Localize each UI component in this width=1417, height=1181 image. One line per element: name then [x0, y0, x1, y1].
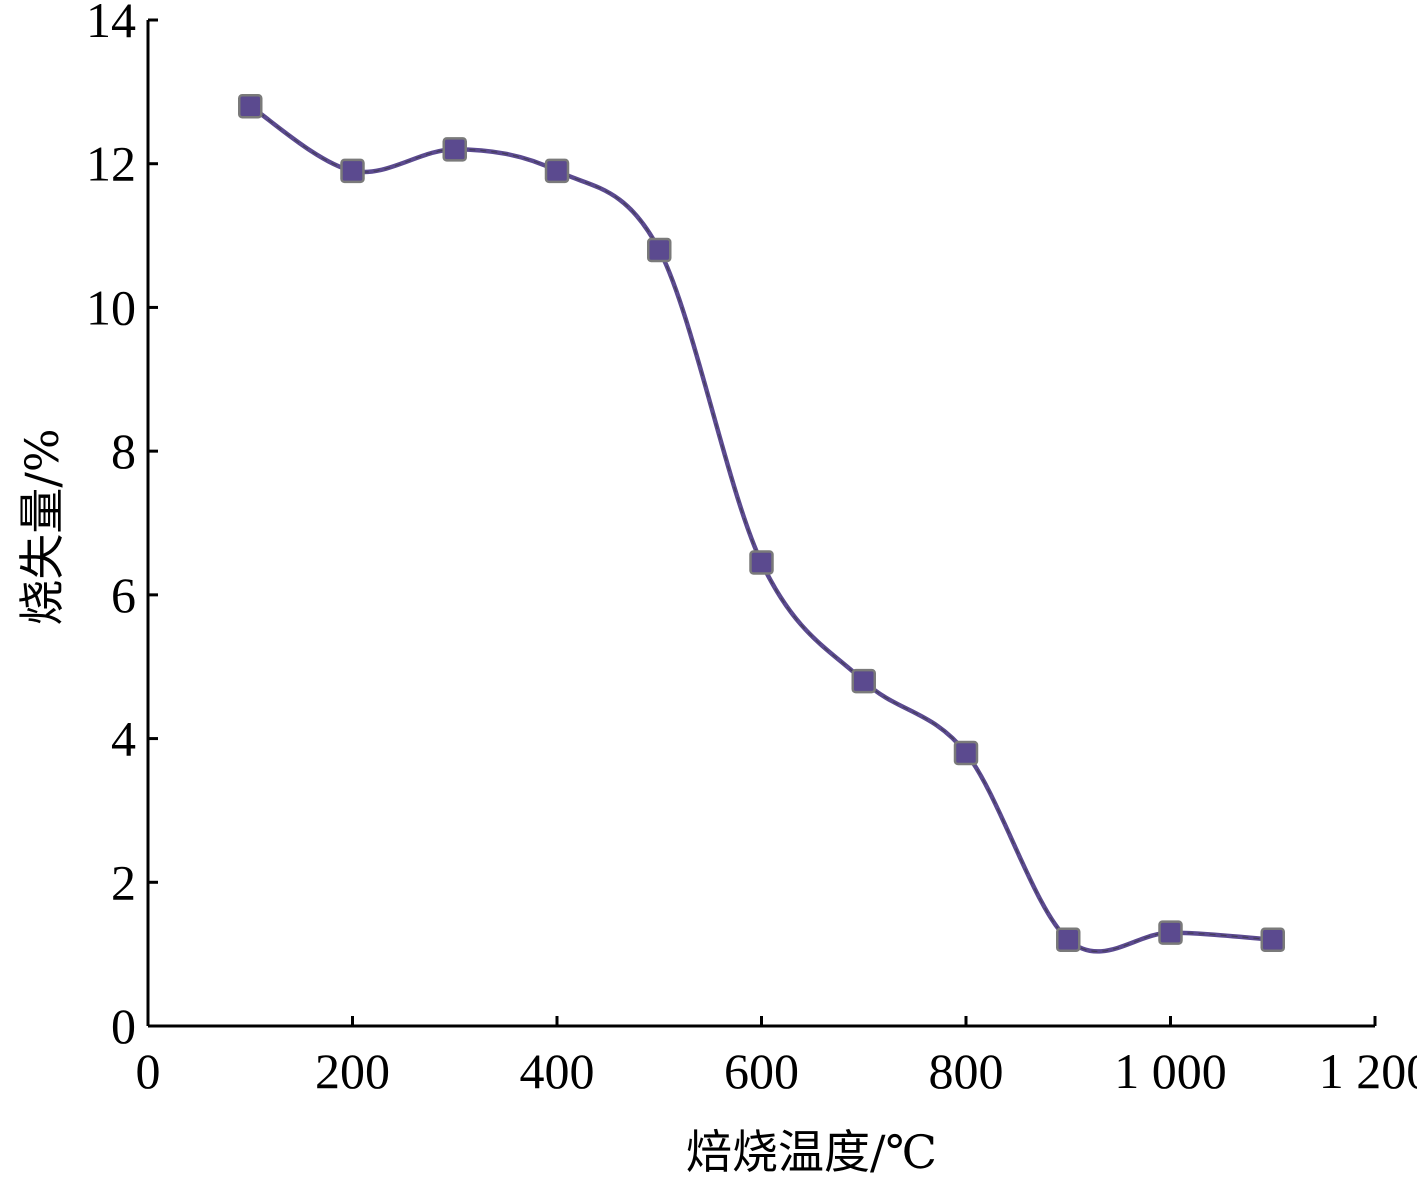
x-tick-label: 200	[315, 1043, 390, 1099]
data-point	[340, 158, 365, 184]
y-tick-label: 4	[111, 711, 136, 767]
data-point	[1158, 920, 1183, 945]
x-tick-label: 1 000	[1114, 1043, 1227, 1099]
x-axis-title: 焙烧温度/℃	[686, 1125, 937, 1179]
y-tick-label: 6	[111, 567, 136, 623]
series-layer	[238, 93, 1285, 954]
x-tick-label: 400	[520, 1043, 595, 1099]
y-tick-label: 8	[111, 423, 136, 479]
x-tick-label: 600	[724, 1043, 799, 1099]
data-point	[1056, 927, 1081, 953]
data-point	[1260, 927, 1285, 953]
data-point	[647, 237, 672, 263]
ticks: 0 2 4 6 8 10 12 14 0 200 400 600 800 1 000 1 200	[86, 0, 1417, 1099]
y-axis-title: 烧失量/%	[15, 428, 69, 625]
data-point	[851, 668, 876, 694]
x-tick-label: 0	[136, 1043, 161, 1099]
series-line	[249, 104, 1273, 954]
x-tick-label: 800	[929, 1043, 1004, 1099]
y-tick-label: 12	[86, 136, 136, 192]
x-tick-label: 1 200	[1319, 1043, 1417, 1099]
data-point	[442, 137, 467, 162]
y-tick-label: 0	[111, 998, 136, 1054]
series-fit-line	[249, 105, 1273, 952]
y-tick-label: 14	[86, 0, 136, 48]
data-point	[544, 158, 570, 184]
data-point	[953, 740, 979, 766]
y-tick-label: 2	[111, 854, 136, 910]
y-tick-label: 10	[86, 279, 136, 335]
axes	[146, 20, 1375, 1028]
data-point	[238, 93, 263, 119]
data-point	[749, 550, 774, 575]
